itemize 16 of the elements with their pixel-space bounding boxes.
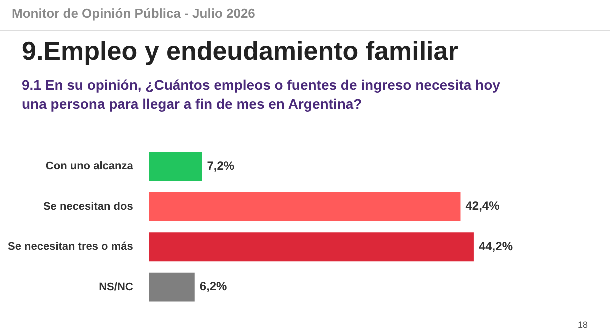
bar bbox=[149, 272, 195, 302]
chart-subtitle: 9.1 En su opinión, ¿Cuántos empleos o fuentes de ingreso necesita hoy una persona para llegar a fin de mes en Argentina? bbox=[22, 76, 502, 114]
data-label: 7,2% bbox=[207, 159, 235, 174]
y-tick-label: Se necesitan tres o más bbox=[8, 241, 134, 254]
text: 18 bbox=[578, 320, 588, 330]
data-label: 6,2% bbox=[200, 280, 228, 294]
bar bbox=[149, 192, 461, 222]
text: Monitor de Opinión Pública - Julio 2026 bbox=[12, 6, 256, 21]
chart-title: 9.Empleo y endeudamiento familiar bbox=[22, 36, 458, 67]
bar bbox=[149, 152, 202, 182]
bar bbox=[149, 232, 474, 262]
y-tick-label: Se necesitan dos bbox=[43, 200, 134, 213]
y-tick-label: Con uno alcanza bbox=[46, 160, 134, 173]
data-label: 42,4% bbox=[466, 199, 500, 214]
data-label: 44,2% bbox=[478, 239, 514, 254]
y-tick-label: NS/NC bbox=[99, 281, 134, 294]
